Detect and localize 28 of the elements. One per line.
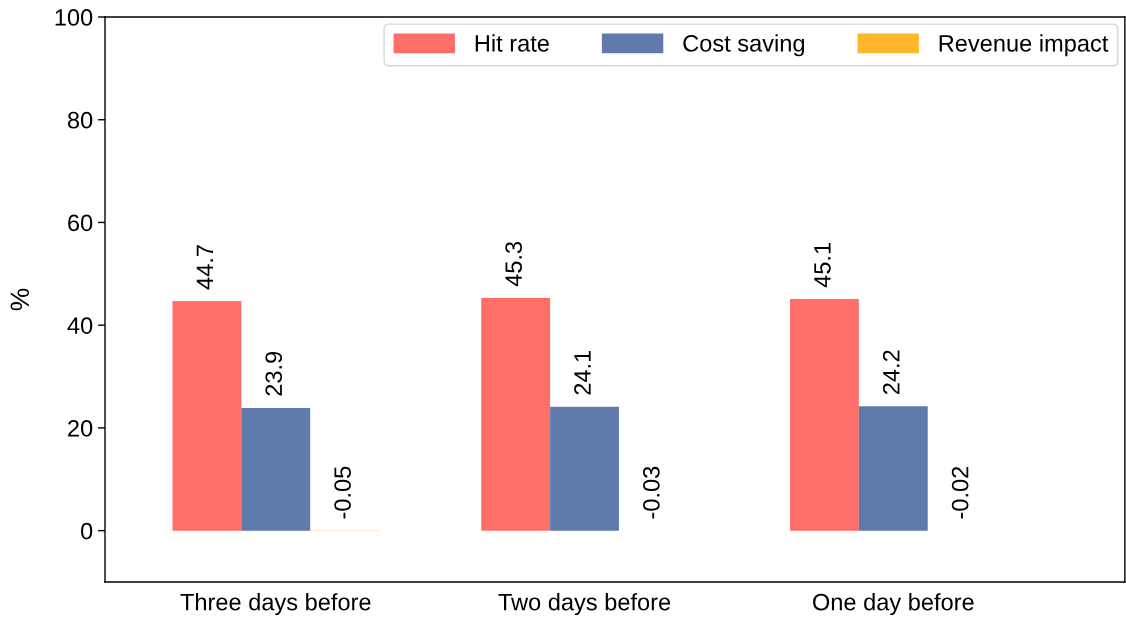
x-tick-label: One day before: [813, 593, 974, 616]
y-tick-label: 60: [68, 214, 93, 232]
y-tick-label: 100: [55, 9, 93, 26]
bar: [550, 406, 619, 531]
y-axis-title: %: [10, 288, 30, 311]
y-tick-label: 40: [67, 317, 93, 334]
legend-label: Hit rate: [475, 34, 549, 52]
bar: [481, 297, 551, 531]
data-label: 45.3: [505, 241, 522, 287]
x-tick-label: Three days before: [180, 593, 371, 616]
bar: [790, 298, 859, 531]
y-tick-label: 0: [80, 522, 93, 540]
bar: [172, 301, 242, 531]
bar: [241, 407, 311, 531]
data-label: -0.02: [951, 466, 969, 519]
data-label: 24.2: [882, 350, 900, 395]
data-label: 23.9: [265, 351, 283, 396]
y-tick-label: 80: [67, 111, 93, 129]
legend-label: Cost saving: [683, 34, 804, 57]
bar: [858, 406, 928, 531]
x-tick-label: Two days before: [498, 593, 671, 616]
data-label: 44.7: [196, 245, 213, 290]
y-tick-label: 20: [68, 419, 93, 437]
data-label: 24.1: [574, 350, 591, 395]
data-label: -0.03: [643, 466, 660, 519]
data-label: -0.05: [334, 466, 351, 519]
legend-label: Revenue impact: [939, 34, 1109, 57]
data-label: 45.1: [814, 243, 831, 288]
